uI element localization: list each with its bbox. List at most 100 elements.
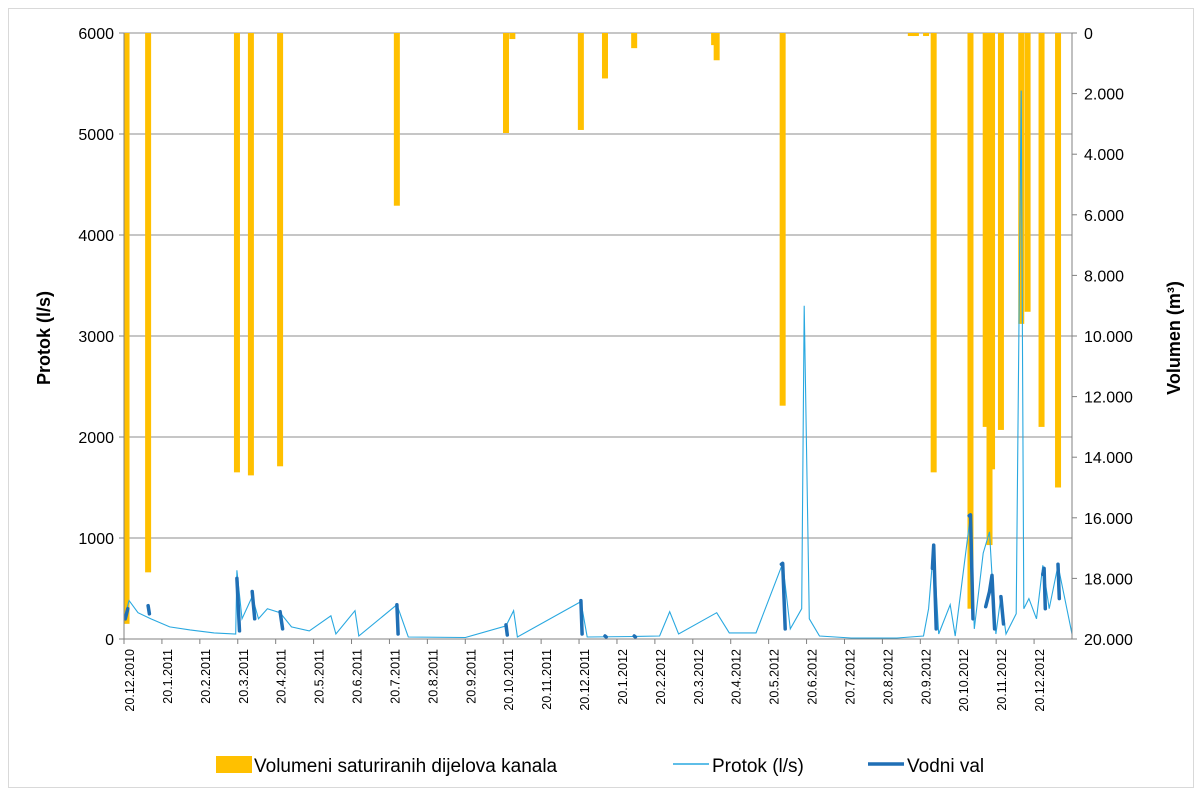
chart-frame <box>8 8 1194 788</box>
x-tick-label: 20.1.2011 <box>161 649 175 704</box>
series-line-vodni-val <box>278 609 285 631</box>
left-tick-label: 0 <box>105 632 114 649</box>
right-axis-title: Volumen (m³) <box>1164 281 1184 395</box>
left-axis-ticks: 0 1000 2000 3000 4000 5000 6000 <box>78 26 124 649</box>
right-axis-ticks: 0 2.000 4.000 6.000 8.000 10.000 12.000 14.000 1… <box>1072 26 1133 649</box>
volume-bar <box>779 33 786 406</box>
volume-bar <box>577 33 584 130</box>
volume-bar <box>601 33 608 79</box>
volume-bar <box>233 33 240 473</box>
volume-bar <box>393 33 400 206</box>
x-axis-ticks: 20.12.2010 20.1.2011 20.2.2011 20.3.2011 20.… <box>123 639 1047 712</box>
volume-bar <box>907 33 914 37</box>
right-tick-label: 6.000 <box>1084 208 1124 225</box>
volume-bar <box>1024 33 1031 312</box>
x-tick-label: 20.4.2011 <box>275 649 289 704</box>
x-tick-label: 20.10.2011 <box>502 649 516 711</box>
x-tick-label: 20.1.2012 <box>616 649 630 705</box>
series-line-vodni-val <box>632 634 638 639</box>
series-line-vodni-val <box>930 543 938 631</box>
left-tick-label: 2000 <box>78 430 114 447</box>
right-tick-label: 8.000 <box>1084 268 1124 285</box>
x-tick-label: 20.5.2012 <box>768 649 782 705</box>
series-line-vodni-val <box>967 513 975 621</box>
series-line-vodni-val <box>395 602 400 636</box>
volume-bar <box>930 33 937 473</box>
right-tick-label: 0 <box>1084 26 1093 43</box>
series-line-vodni-val <box>1041 566 1048 611</box>
legend: Volumeni saturiranih dijelova kanala Pro… <box>216 756 984 777</box>
volume-bar <box>997 33 1004 430</box>
series-line-vodni-val <box>123 606 130 621</box>
right-tick-label: 2.000 <box>1084 87 1124 104</box>
x-tick-label: 20.9.2012 <box>919 649 933 705</box>
series-line-vodni-val <box>603 634 608 639</box>
x-tick-label: 20.10.2012 <box>957 649 971 712</box>
volume-bar <box>502 33 509 133</box>
x-tick-label: 20.8.2012 <box>881 649 895 705</box>
left-tick-label: 3000 <box>78 329 114 346</box>
x-tick-label: 20.6.2012 <box>806 649 820 705</box>
volume-bar <box>1055 33 1062 488</box>
series-line-vodni-val <box>999 594 1006 626</box>
series-line-vodni-val <box>1056 562 1062 601</box>
series-line-vodni-val <box>146 603 152 616</box>
left-tick-label: 6000 <box>78 26 114 43</box>
x-tick-label: 20.4.2012 <box>730 649 744 705</box>
volume-bar <box>277 33 284 467</box>
volume-bar <box>967 33 974 609</box>
volume-bar <box>123 33 130 624</box>
right-tick-label: 12.000 <box>1084 390 1133 407</box>
volume-bar <box>1038 33 1045 427</box>
x-tick-label: 20.6.2011 <box>351 649 365 704</box>
x-tick-label: 20.12.2011 <box>578 649 592 711</box>
x-tick-label: 20.8.2011 <box>426 649 440 704</box>
right-tick-label: 4.000 <box>1084 147 1124 164</box>
series-line-vodni-val <box>504 623 510 637</box>
x-tick-label: 20.11.2012 <box>995 649 1009 711</box>
volume-bar <box>713 33 720 61</box>
x-tick-label: 20.2.2011 <box>199 649 213 704</box>
gridlines <box>124 32 1072 539</box>
legend-label-vodni-val: Vodni val <box>907 756 984 777</box>
volume-bars <box>123 33 1062 624</box>
x-tick-label: 20.12.2010 <box>123 649 137 712</box>
right-tick-label: 20.000 <box>1084 632 1133 649</box>
x-tick-label: 20.2.2012 <box>654 649 668 705</box>
volume-bar <box>912 33 919 37</box>
left-tick-label: 1000 <box>78 531 114 548</box>
volume-bar <box>145 33 152 573</box>
series-line-vodni-val <box>983 573 997 631</box>
volume-bar <box>631 33 638 49</box>
x-tick-label: 20.7.2011 <box>388 649 402 704</box>
right-tick-label: 16.000 <box>1084 511 1133 528</box>
volume-bar <box>247 33 254 476</box>
x-tick-label: 20.12.2012 <box>1033 649 1047 712</box>
x-tick-label: 20.9.2011 <box>464 649 478 704</box>
volume-bar <box>989 33 996 470</box>
series-line-vodni-val <box>579 598 584 636</box>
volume-bar <box>982 33 989 427</box>
left-tick-label: 4000 <box>78 228 114 245</box>
x-tick-label: 20.5.2011 <box>313 649 327 704</box>
volume-bar <box>923 33 930 37</box>
series-line-vodni-val <box>235 576 242 633</box>
right-tick-label: 14.000 <box>1084 450 1133 467</box>
legend-swatch-volumes <box>216 756 252 773</box>
x-tick-label: 20.7.2012 <box>843 649 857 705</box>
series-line-protok <box>123 90 1073 639</box>
legend-label-protok: Protok (l/s) <box>712 756 804 777</box>
legend-label-volumes: Volumeni saturiranih dijelova kanala <box>254 756 558 777</box>
right-tick-label: 10.000 <box>1084 329 1133 346</box>
series-line-vodni-val <box>779 561 787 631</box>
x-tick-label: 20.3.2012 <box>692 649 706 705</box>
flow-lines <box>123 90 1073 639</box>
x-tick-label: 20.11.2011 <box>540 649 554 710</box>
series-line-vodni-val <box>250 589 257 621</box>
volume-bar <box>509 33 516 40</box>
left-axis-title: Protok (l/s) <box>34 291 54 385</box>
left-tick-label: 5000 <box>78 127 114 144</box>
right-tick-label: 18.000 <box>1084 571 1133 588</box>
x-tick-label: 20.3.2011 <box>237 649 251 704</box>
